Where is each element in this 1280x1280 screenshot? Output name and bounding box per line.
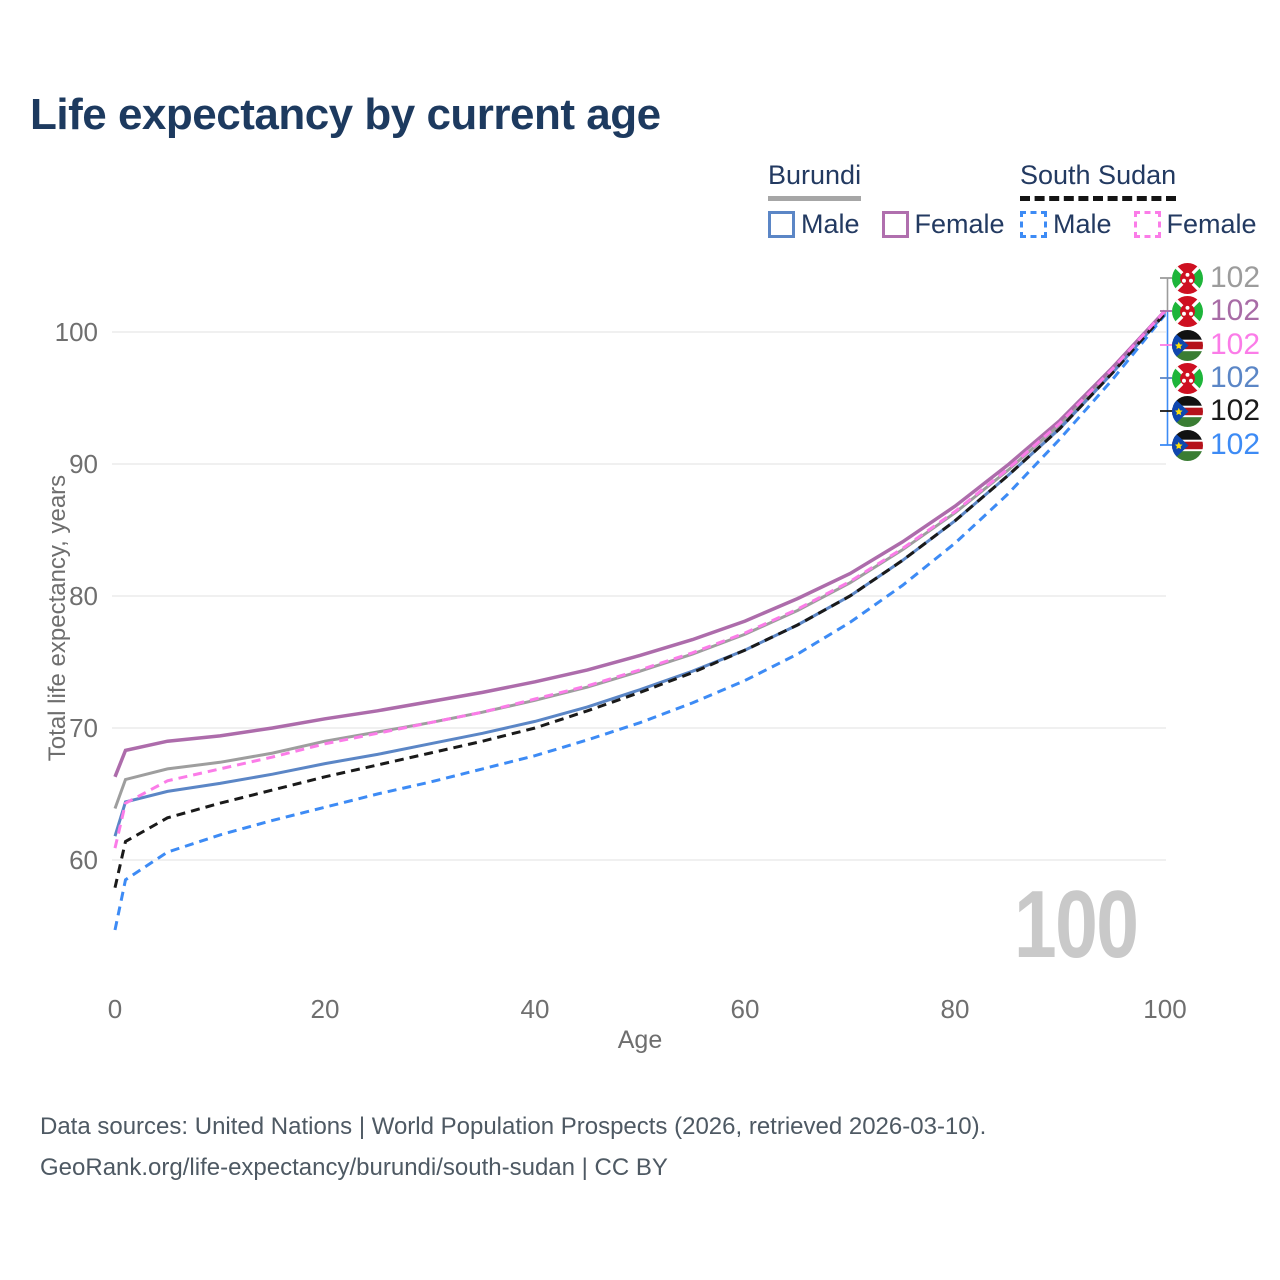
line-end-label-burundi-female[interactable]: 102	[1172, 295, 1260, 327]
x-tick-label-40: 40	[521, 994, 550, 1024]
y-tick-label-60: 60	[69, 845, 98, 875]
burundi-flag-icon	[1172, 295, 1203, 327]
x-tick-label-60: 60	[731, 994, 760, 1024]
line-end-value: 102	[1210, 361, 1261, 394]
legend-item-burundi-male[interactable]: Male	[768, 209, 860, 240]
legend-item-burundi-female[interactable]: Female	[881, 209, 1005, 240]
south-sudan-flag-icon	[1172, 429, 1203, 461]
south-sudan-flag-icon	[1172, 329, 1203, 361]
legend-group-south-sudan: South Sudan Male Female	[1020, 160, 1257, 240]
legend-label: Female	[914, 209, 1005, 239]
legend-label: Female	[1166, 209, 1257, 239]
series-line-burundi-both[interactable]	[113, 311, 1167, 810]
line-end-value: 102	[1210, 328, 1261, 361]
legend-country-burundi[interactable]: Burundi	[768, 160, 862, 201]
burundi-flag-icon	[1172, 362, 1203, 394]
x-axis-title: Age	[617, 1026, 663, 1054]
y-tick-label-80: 80	[69, 581, 98, 611]
south-sudan-male-swatch-icon	[1020, 211, 1047, 238]
line-end-label-south-sudan-both[interactable]: 102	[1172, 395, 1260, 427]
legend-label: Male	[1053, 209, 1112, 239]
y-tick-label-90: 90	[69, 449, 98, 479]
line-end-value: 102	[1210, 394, 1261, 427]
y-tick-label-100: 100	[55, 317, 98, 347]
legend-label: Male	[801, 209, 860, 239]
y-axis-title: Total life expectancy, years	[44, 474, 71, 762]
footer: Data sources: United Nations | World Pop…	[40, 1106, 986, 1188]
y-tick-label-70: 70	[69, 713, 98, 743]
legend-item-south-sudan-female[interactable]: Female	[1133, 209, 1257, 240]
legend-group-burundi: Burundi Male Female	[768, 160, 1005, 240]
current-age-watermark: 100	[1014, 871, 1139, 978]
series-line-south-sudan-male[interactable]	[113, 313, 1167, 931]
legend-item-south-sudan-male[interactable]: Male	[1020, 209, 1112, 240]
line-end-value: 102	[1210, 294, 1261, 327]
burundi-male-swatch-icon	[768, 211, 795, 238]
x-tick-label-20: 20	[311, 994, 340, 1024]
footer-data-sources: Data sources: United Nations | World Pop…	[40, 1113, 987, 1140]
line-end-value: 102	[1210, 261, 1261, 294]
line-end-label-burundi-both[interactable]: 102	[1172, 262, 1260, 294]
page-title: Life expectancy by current age	[30, 90, 661, 139]
line-end-value: 102	[1210, 428, 1261, 461]
footer-attribution: GeoRank.org/life-expectancy/burundi/sout…	[40, 1154, 668, 1181]
series-line-south-sudan-both[interactable]	[113, 312, 1167, 889]
series-line-burundi-female[interactable]	[113, 309, 1167, 778]
south-sudan-female-swatch-icon	[1133, 211, 1161, 238]
x-tick-label-100: 100	[1143, 994, 1186, 1024]
burundi-flag-icon	[1172, 262, 1203, 294]
series-line-south-sudan-female[interactable]	[113, 309, 1167, 849]
x-tick-label-0: 0	[108, 994, 122, 1024]
south-sudan-flag-icon	[1172, 395, 1203, 427]
legend-country-south-sudan[interactable]: South Sudan	[1020, 160, 1177, 201]
line-end-label-south-sudan-female[interactable]: 102	[1172, 329, 1260, 361]
line-end-label-south-sudan-male[interactable]: 102	[1172, 429, 1260, 461]
x-tick-label-80: 80	[941, 994, 970, 1024]
line-end-label-burundi-male[interactable]: 102	[1172, 362, 1260, 394]
burundi-female-swatch-icon	[881, 211, 909, 238]
